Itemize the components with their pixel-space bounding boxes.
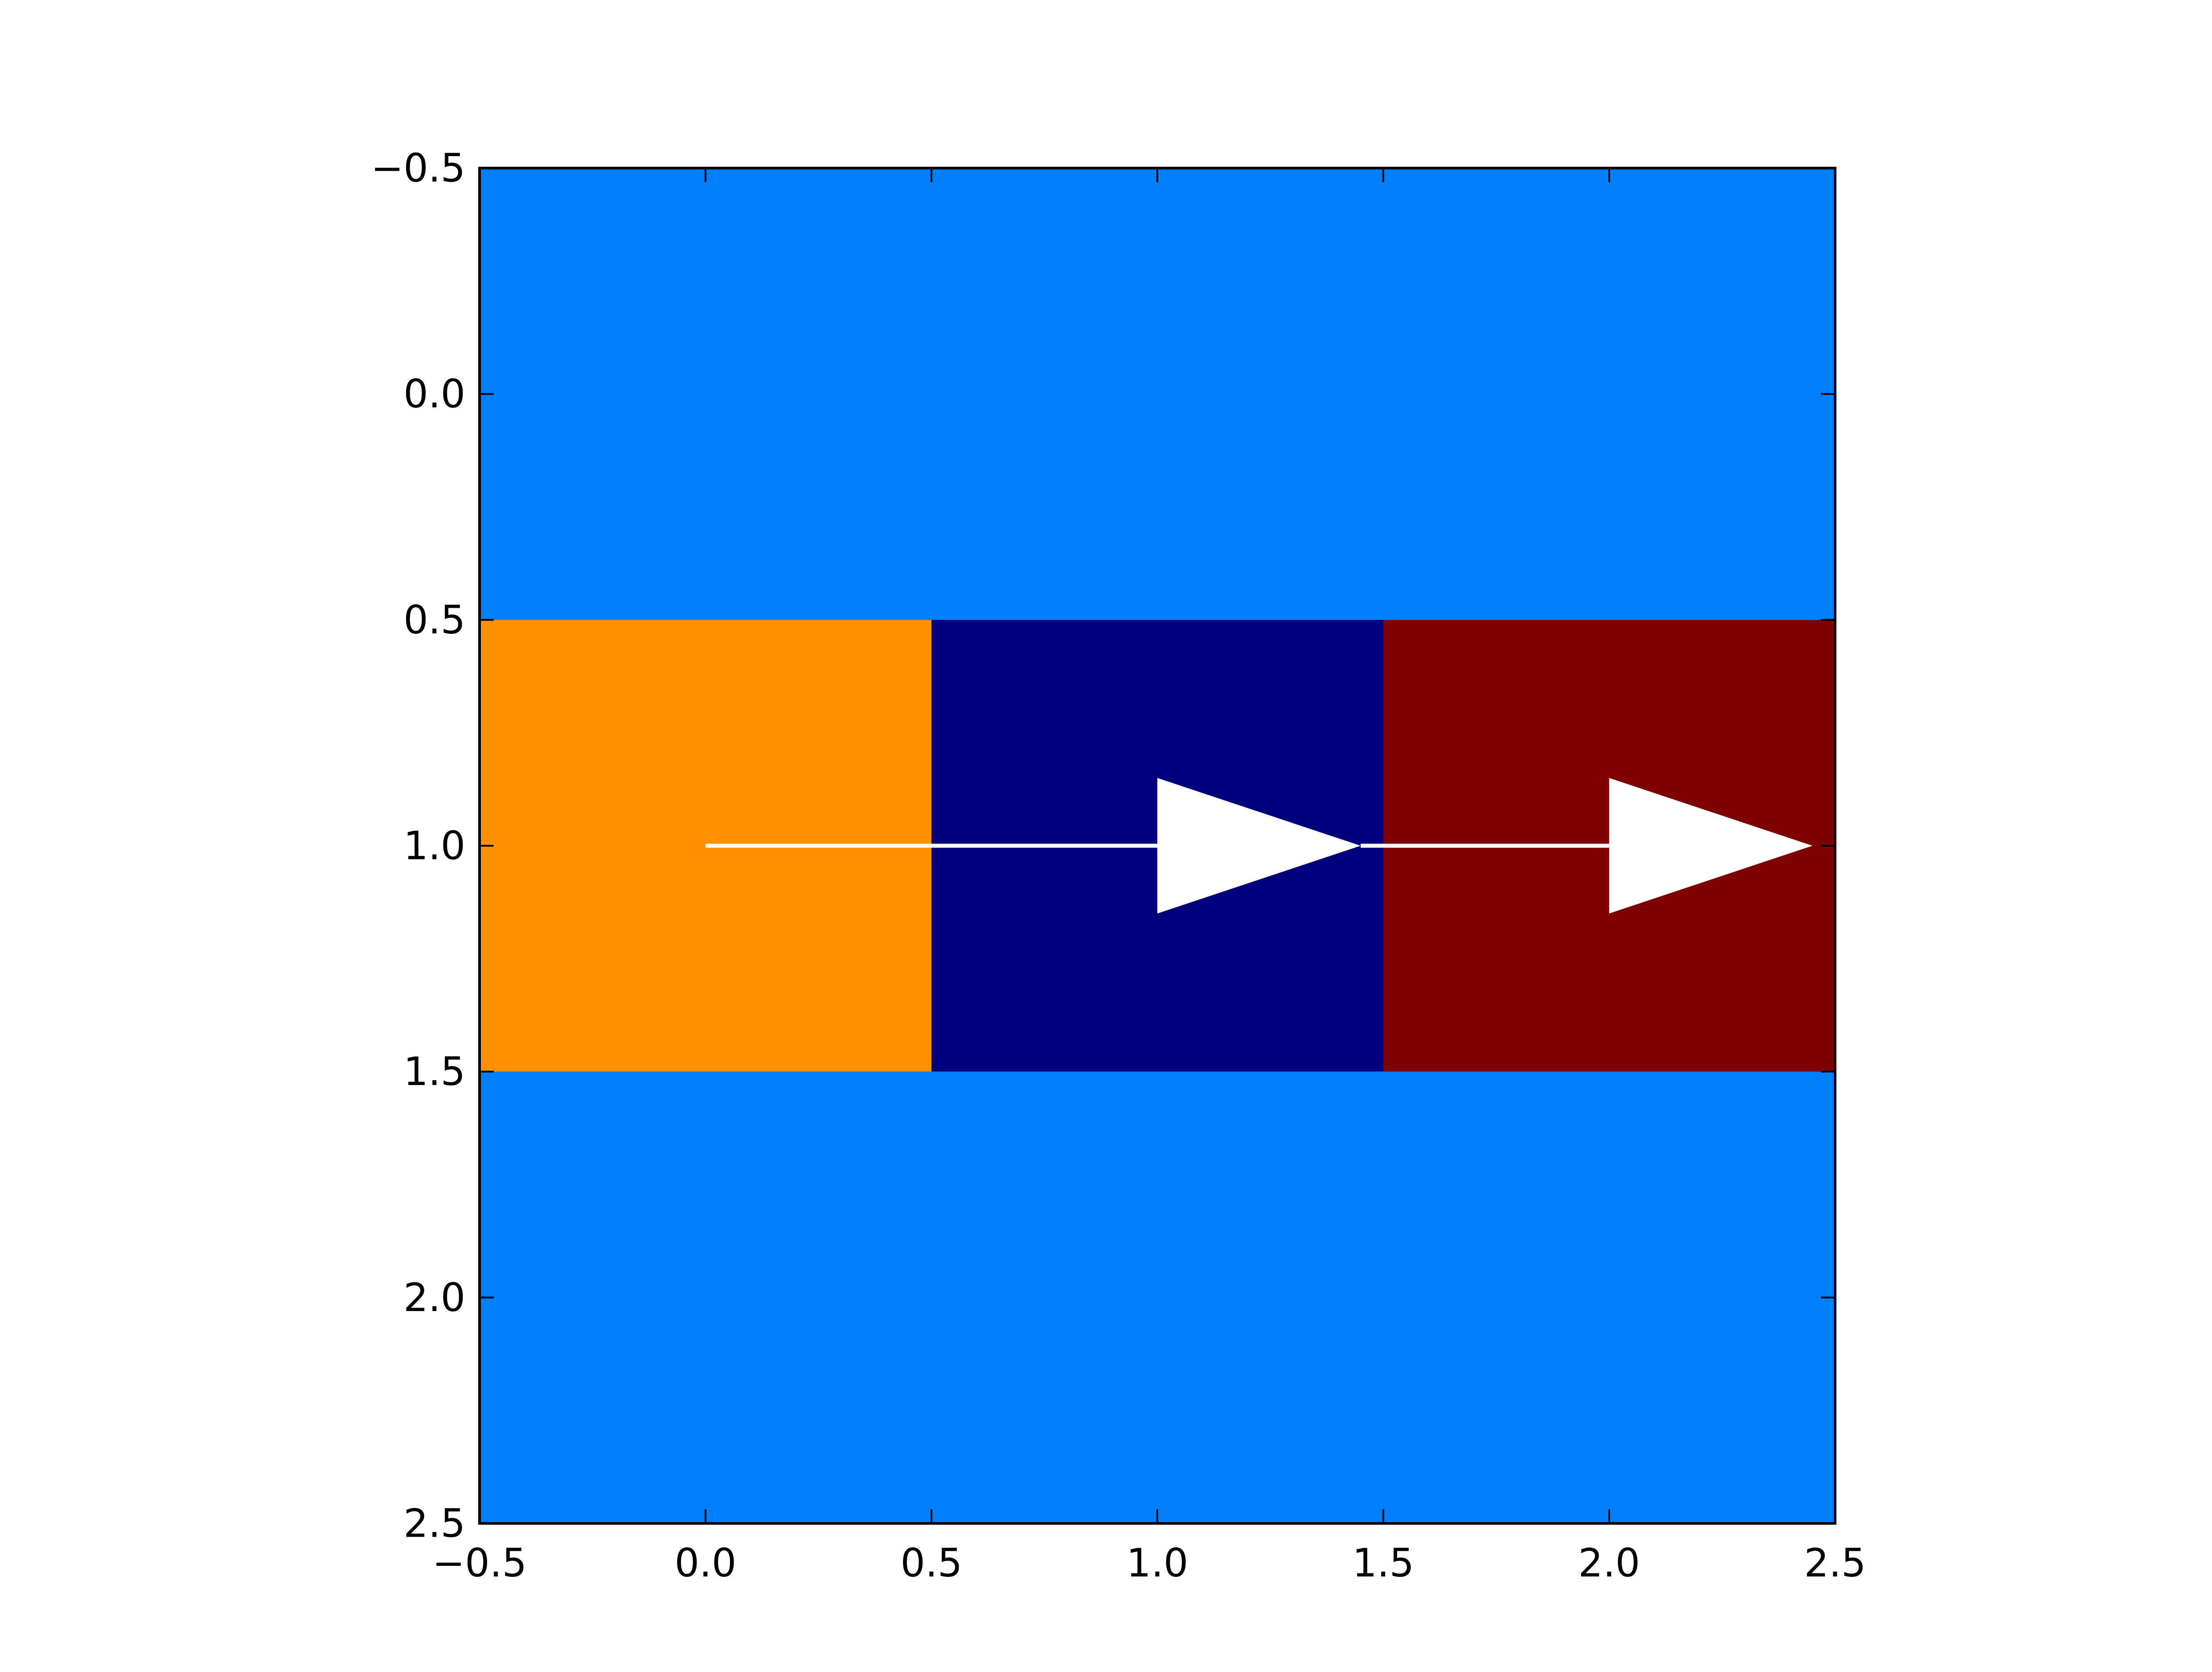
- x-axis-tick-labels: −0.5 0.0 0.5 1.0 1.5 2.0 2.5: [432, 1540, 1866, 1586]
- x-tick-label-1: 0.0: [675, 1540, 737, 1586]
- heatmap-cell-r2-c2: [1383, 1071, 1835, 1523]
- heatmap-cell-r0-c0: [480, 168, 932, 620]
- heatmap-cell-r0-c1: [931, 168, 1383, 620]
- y-tick-label-4: 1.5: [403, 1049, 465, 1094]
- plot-frame: [478, 167, 1836, 1525]
- y-tick-label-1: 0.0: [403, 371, 465, 417]
- arrow-2-head: [1609, 778, 1813, 914]
- y-tick-label-6: 2.5: [403, 1501, 465, 1546]
- x-tick-label-4: 1.5: [1352, 1540, 1414, 1586]
- y-tick-label-2: 0.5: [403, 597, 465, 643]
- heatmap-cell-r0-c2: [1383, 168, 1835, 620]
- x-tick-label-5: 2.0: [1578, 1540, 1640, 1586]
- y-axis-tick-labels: −0.5 0.0 0.5 1.0 1.5 2.0 2.5: [371, 146, 465, 1546]
- heatmap-cell-r2-c1: [931, 1071, 1383, 1523]
- y-tick-label-0: −0.5: [371, 146, 465, 191]
- y-tick-label-5: 2.0: [403, 1275, 465, 1320]
- arrow-1-head: [1157, 778, 1361, 914]
- y-tick-label-3: 1.0: [403, 823, 465, 869]
- arrow-annotations: [705, 778, 1813, 914]
- x-tick-label-6: 2.5: [1804, 1540, 1866, 1586]
- x-tick-label-3: 1.0: [1126, 1540, 1188, 1586]
- x-tick-label-0: −0.5: [432, 1540, 527, 1586]
- x-tick-label-2: 0.5: [900, 1540, 962, 1586]
- heatmap-cell-r2-c0: [480, 1071, 932, 1523]
